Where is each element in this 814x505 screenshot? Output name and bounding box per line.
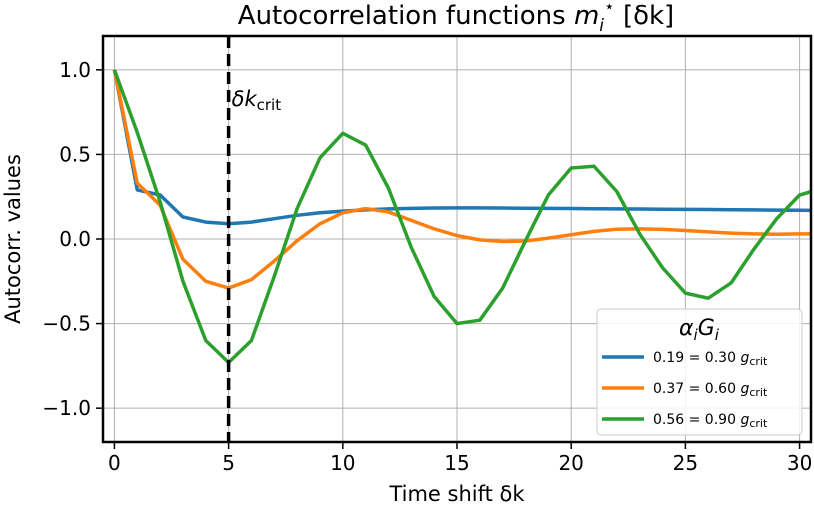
y-axis-label: Autocorr. values xyxy=(1,154,25,324)
x-tick-label: 5 xyxy=(222,451,235,475)
x-tick-label: 10 xyxy=(330,451,355,475)
series-line-1 xyxy=(112,69,811,226)
critical-label: δkcrit xyxy=(232,87,282,114)
chart-title-sub: i xyxy=(599,16,604,36)
chart-title-sup: ⋆ xyxy=(604,0,615,17)
series-line-3 xyxy=(112,69,811,365)
chart-title-suffix: [δk] xyxy=(615,1,675,31)
annotation-group: δkcrit xyxy=(226,36,282,442)
x-tick-label: 25 xyxy=(673,451,698,475)
x-tick-label: 20 xyxy=(558,451,583,475)
ticks: 0 5 10 15 20 25 30 −1.0 −0.5 0.0 0.5 1.0 xyxy=(42,58,812,475)
chart-title: Autocorrelation functions mi⋆ [δk] xyxy=(238,0,674,36)
y-tick-label: 0.5 xyxy=(59,142,91,166)
x-axis-label: Time shift δk xyxy=(388,482,525,505)
legend-label-1: 0.19 = 0.30 gcrit xyxy=(653,350,768,368)
y-tick-label: 0.0 xyxy=(59,227,91,251)
chart-title-var: m xyxy=(574,1,599,31)
legend-label-3: 0.56 = 0.90 gcrit xyxy=(653,412,768,430)
y-tick-label: −0.5 xyxy=(42,312,91,336)
chart-title-prefix: Autocorrelation functions xyxy=(238,1,574,31)
series-line-2 xyxy=(112,69,811,290)
x-tick-label: 30 xyxy=(787,451,812,475)
legend-label-2: 0.37 = 0.60 gcrit xyxy=(653,381,768,399)
series-group xyxy=(112,69,811,365)
x-tick-label: 15 xyxy=(444,451,469,475)
legend-entries: 0.19 = 0.30 gcrit 0.37 = 0.60 gcrit 0.56 =… xyxy=(602,350,768,430)
x-tick-label: 0 xyxy=(108,451,121,475)
legend-box xyxy=(596,308,803,436)
y-tick-label: −1.0 xyxy=(42,396,91,420)
legend-title: αiGi xyxy=(679,316,720,344)
y-tick-label: 1.0 xyxy=(59,58,91,82)
